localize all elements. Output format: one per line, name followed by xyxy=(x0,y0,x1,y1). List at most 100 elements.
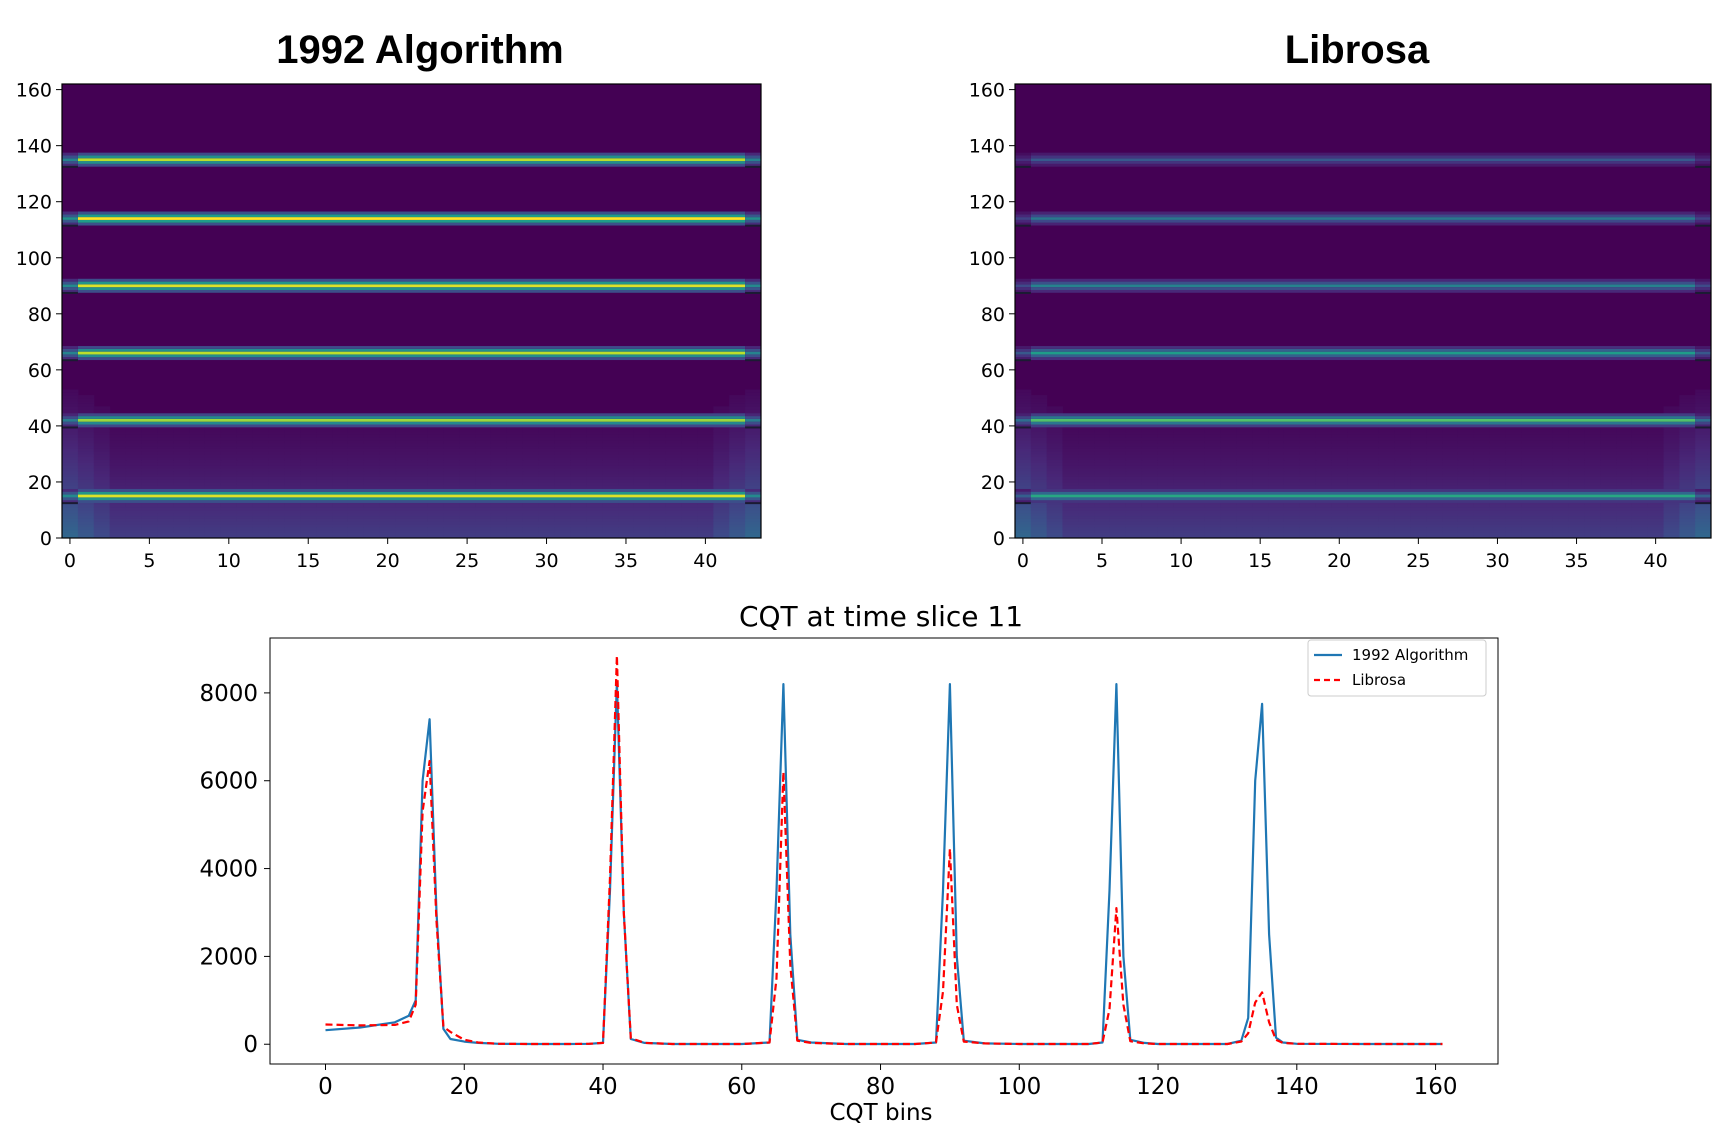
heatmap-edge-mark xyxy=(1695,291,1711,294)
heatmap-cell xyxy=(157,425,174,430)
heatmap-cell xyxy=(490,523,508,528)
heatmap-cell xyxy=(1173,465,1190,469)
heatmap-cell xyxy=(1283,529,1301,533)
heatmap-cell xyxy=(1616,431,1633,435)
heatmap-cell xyxy=(729,453,746,458)
heatmap-cell xyxy=(1078,453,1095,458)
heatmap-cell xyxy=(649,467,667,472)
heatmap-cell xyxy=(379,512,397,517)
heatmap-cell xyxy=(1236,425,1253,430)
heatmap-cell xyxy=(1647,462,1665,466)
heatmap-cell xyxy=(586,501,603,505)
heatmap-cell xyxy=(411,470,428,475)
heatmap-cell xyxy=(252,434,270,438)
heatmap-cell xyxy=(77,448,95,452)
heatmap-cell xyxy=(427,467,444,472)
heatmap-cell xyxy=(459,481,476,486)
heatmap-cell xyxy=(1189,425,1206,430)
heatmap-cell xyxy=(681,479,698,483)
heatmap-cell xyxy=(427,518,444,522)
heatmap-cell xyxy=(1268,479,1285,483)
heatmap-band-edge xyxy=(62,289,78,293)
heatmap-cell xyxy=(395,425,412,430)
heatmap-band-edge xyxy=(745,222,761,226)
heatmap-cell xyxy=(1204,515,1222,519)
heatmap-band-edge xyxy=(1015,416,1031,419)
heatmap-cell xyxy=(681,501,698,505)
heatmap-cell xyxy=(141,512,158,517)
heatmap-cell xyxy=(1521,484,1538,489)
heatmap-cell xyxy=(316,529,333,533)
heatmap-cell xyxy=(506,507,524,511)
heatmap-cell xyxy=(1426,507,1443,511)
heatmap-cell xyxy=(1537,484,1554,489)
heatmap-cell xyxy=(538,445,555,449)
heatmap-cell xyxy=(1015,403,1032,407)
heatmap-band xyxy=(77,289,746,293)
heatmap-band xyxy=(77,418,746,422)
heatmap-band xyxy=(77,211,746,215)
heatmap-cell xyxy=(1315,521,1332,525)
heatmap-cell xyxy=(204,532,222,536)
heatmap-cell xyxy=(649,425,667,430)
heatmap-cell xyxy=(1647,448,1665,452)
heatmap-cell xyxy=(713,467,730,472)
heatmap-cell xyxy=(1189,529,1206,533)
heatmap-band-edge xyxy=(745,289,761,293)
heatmap-cell xyxy=(157,501,174,505)
heatmap-cell xyxy=(490,439,508,444)
heatmap-cell xyxy=(1125,451,1143,455)
heatmap-cell xyxy=(1268,484,1285,489)
heatmap-cell xyxy=(268,451,285,455)
heatmap-cell xyxy=(1695,504,1712,508)
heatmap-cell xyxy=(189,476,206,480)
heatmap-cell xyxy=(1679,509,1696,514)
heatmap-cell xyxy=(252,532,270,536)
heatmap-cell xyxy=(1331,501,1348,505)
heatmap-cell xyxy=(665,504,683,508)
heatmap-cell xyxy=(427,476,444,480)
heatmap-cell xyxy=(522,532,540,536)
heatmap-cell xyxy=(1236,445,1253,449)
heatmap-cell xyxy=(284,456,301,461)
heatmap-cell xyxy=(1457,509,1475,514)
heatmap-cell xyxy=(1363,434,1380,438)
heatmap-cell xyxy=(570,470,587,475)
heatmap-cell xyxy=(570,476,587,480)
heatmap-cell xyxy=(125,501,142,505)
heatmap-cell xyxy=(1363,501,1380,505)
heatmap-cell xyxy=(1236,473,1253,477)
heatmap-cell xyxy=(618,434,635,438)
heatmap-cell xyxy=(189,512,206,517)
heatmap-cell xyxy=(633,431,651,435)
heatmap-cell xyxy=(363,504,381,508)
heatmap-cell xyxy=(1030,403,1048,407)
heatmap-band-edge xyxy=(1015,281,1031,285)
heatmap-cell xyxy=(522,526,540,531)
heatmap-cell xyxy=(475,521,492,525)
heatmap-cell xyxy=(1473,439,1491,444)
heatmap-cell xyxy=(649,437,667,441)
heatmap-cell xyxy=(204,451,222,455)
heatmap-band-edge xyxy=(1015,152,1031,156)
heatmap-cell xyxy=(729,437,746,441)
heatmap-cell xyxy=(189,437,206,441)
heatmap-cell xyxy=(395,451,412,455)
heatmap-cell xyxy=(1473,504,1491,508)
heatmap-band-edge xyxy=(1015,278,1031,282)
heatmap-cell xyxy=(62,476,79,480)
heatmap-cell xyxy=(1030,434,1048,438)
heatmap-cell xyxy=(316,442,333,447)
heatmap-cell xyxy=(1521,465,1538,469)
heatmap-cell xyxy=(268,462,285,466)
heatmap-cell xyxy=(745,467,762,472)
heatmap-cell xyxy=(1204,448,1222,452)
heatmap-cell xyxy=(395,465,412,469)
heatmap-cell xyxy=(347,532,365,536)
heatmap-cell xyxy=(316,459,333,463)
heatmap-cell xyxy=(316,437,333,441)
heatmap-cell xyxy=(1157,535,1174,539)
heatmap-cell xyxy=(1568,434,1585,438)
heatmap-cell xyxy=(1331,479,1348,483)
heatmap-cell xyxy=(1109,434,1127,438)
